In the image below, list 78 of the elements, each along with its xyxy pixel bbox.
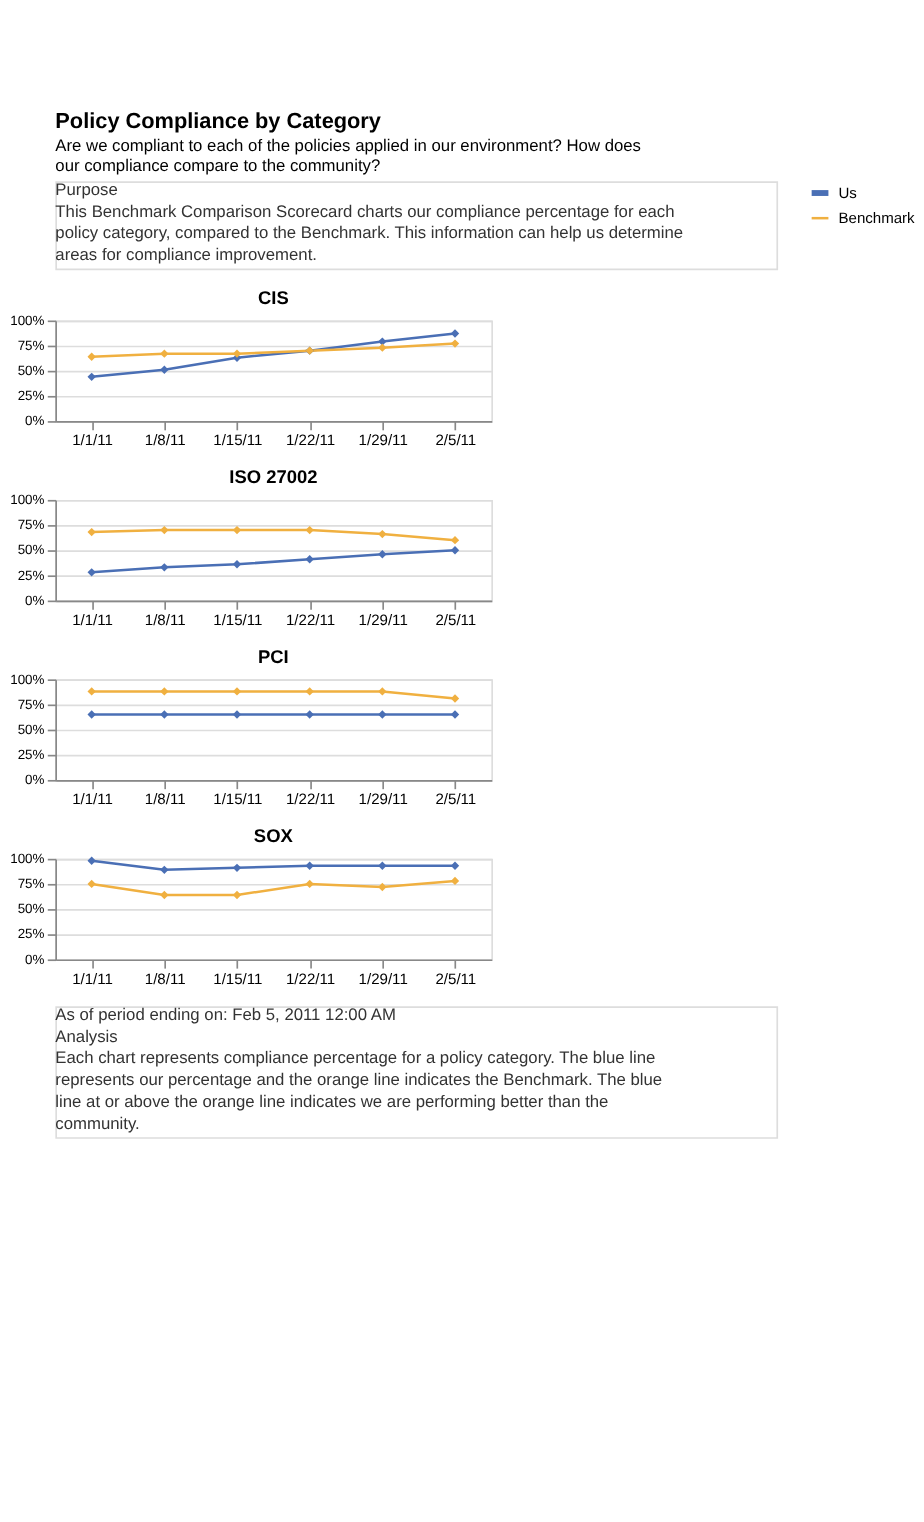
point [232, 560, 242, 569]
point [305, 879, 314, 889]
point [378, 882, 387, 892]
x-tick-label: 1/15/11 [213, 790, 263, 809]
point [87, 687, 96, 696]
legend-label: Benchmark [838, 209, 916, 228]
point [450, 694, 460, 703]
text: Each chart represents compliance percentage for a policy category. The blue line represents our percentage and the orange line indicates the Benchmark. The blue line at or above the orange line indicates we are performing better than the community. [55, 1047, 663, 1133]
point [450, 861, 460, 871]
point [378, 343, 387, 352]
chart-title: PCI [257, 646, 289, 667]
text: This Benchmark Comparison Scorecard charts our compliance percentage for each policy category, compared to the Benchmark. This information can help us determine areas for compliance improvement. [55, 200, 684, 265]
point [160, 687, 169, 696]
text: Are we compliant to each of the policies applied in our environment? How does our compliance compare to the community? [55, 135, 641, 176]
point [87, 856, 96, 865]
x-tick-label: 1/29/11 [358, 790, 408, 809]
point [160, 563, 169, 572]
point [378, 337, 387, 346]
x-tick-label: 1/15/11 [213, 431, 263, 450]
point [87, 710, 96, 719]
text: As of period ending on: Feb 5, 2011 12:00 AM [55, 1003, 396, 1024]
x-tick-label: 1/22/11 [285, 431, 336, 450]
point [305, 861, 314, 871]
x-tick-label: 2/5/11 [435, 790, 477, 809]
chart-title: SOX [253, 826, 295, 846]
x-tick-label: 1/1/11 [72, 610, 113, 629]
x-tick-label: 1/22/11 [285, 790, 336, 809]
point [160, 710, 169, 719]
point [232, 863, 242, 873]
point [450, 535, 460, 545]
point [450, 710, 460, 719]
chart-title: ISO 27002 [229, 467, 318, 488]
point [160, 865, 169, 875]
x-tick-label: 1/1/11 [72, 431, 113, 450]
point [160, 890, 169, 900]
point [305, 555, 314, 564]
x-tick-label: 1/8/11 [144, 431, 186, 450]
point [87, 527, 96, 537]
point [450, 339, 460, 348]
x-tick-label: 1/15/11 [213, 610, 263, 629]
x-tick-label: 2/5/11 [435, 969, 477, 988]
text: Analysis [55, 1025, 118, 1046]
x-tick-label: 1/22/11 [285, 969, 336, 988]
point [232, 710, 242, 719]
x-tick-label: 1/15/11 [213, 969, 263, 988]
point [378, 710, 387, 719]
point [378, 687, 387, 696]
point [450, 546, 460, 555]
point [87, 372, 96, 382]
x-tick-label: 1/22/11 [285, 610, 336, 629]
x-tick-label: 1/29/11 [358, 969, 408, 988]
point [378, 861, 387, 871]
point [305, 710, 314, 719]
x-tick-label: 1/8/11 [144, 790, 186, 809]
point [305, 525, 314, 535]
x-tick-label: 1/29/11 [358, 431, 408, 450]
x-tick-label: 1/1/11 [72, 790, 113, 809]
point [450, 329, 460, 338]
point [87, 352, 96, 361]
text: Policy Compliance by Category [55, 109, 381, 134]
point [378, 550, 387, 559]
chart-title: CIS [257, 287, 289, 308]
point [160, 365, 169, 374]
point [305, 687, 314, 696]
x-tick-label: 2/5/11 [435, 610, 477, 629]
x-tick-label: 1/8/11 [144, 610, 186, 629]
point [160, 349, 169, 358]
x-tick-label: 1/8/11 [144, 969, 186, 988]
point [160, 525, 169, 535]
legend-label: Us [838, 184, 858, 203]
point [378, 529, 387, 539]
point [232, 687, 242, 696]
text: Purpose [55, 178, 119, 199]
point [87, 568, 96, 577]
x-tick-label: 2/5/11 [435, 431, 477, 450]
point [87, 879, 96, 889]
x-tick-label: 1/29/11 [358, 610, 408, 629]
x-tick-label: 1/1/11 [72, 969, 113, 988]
